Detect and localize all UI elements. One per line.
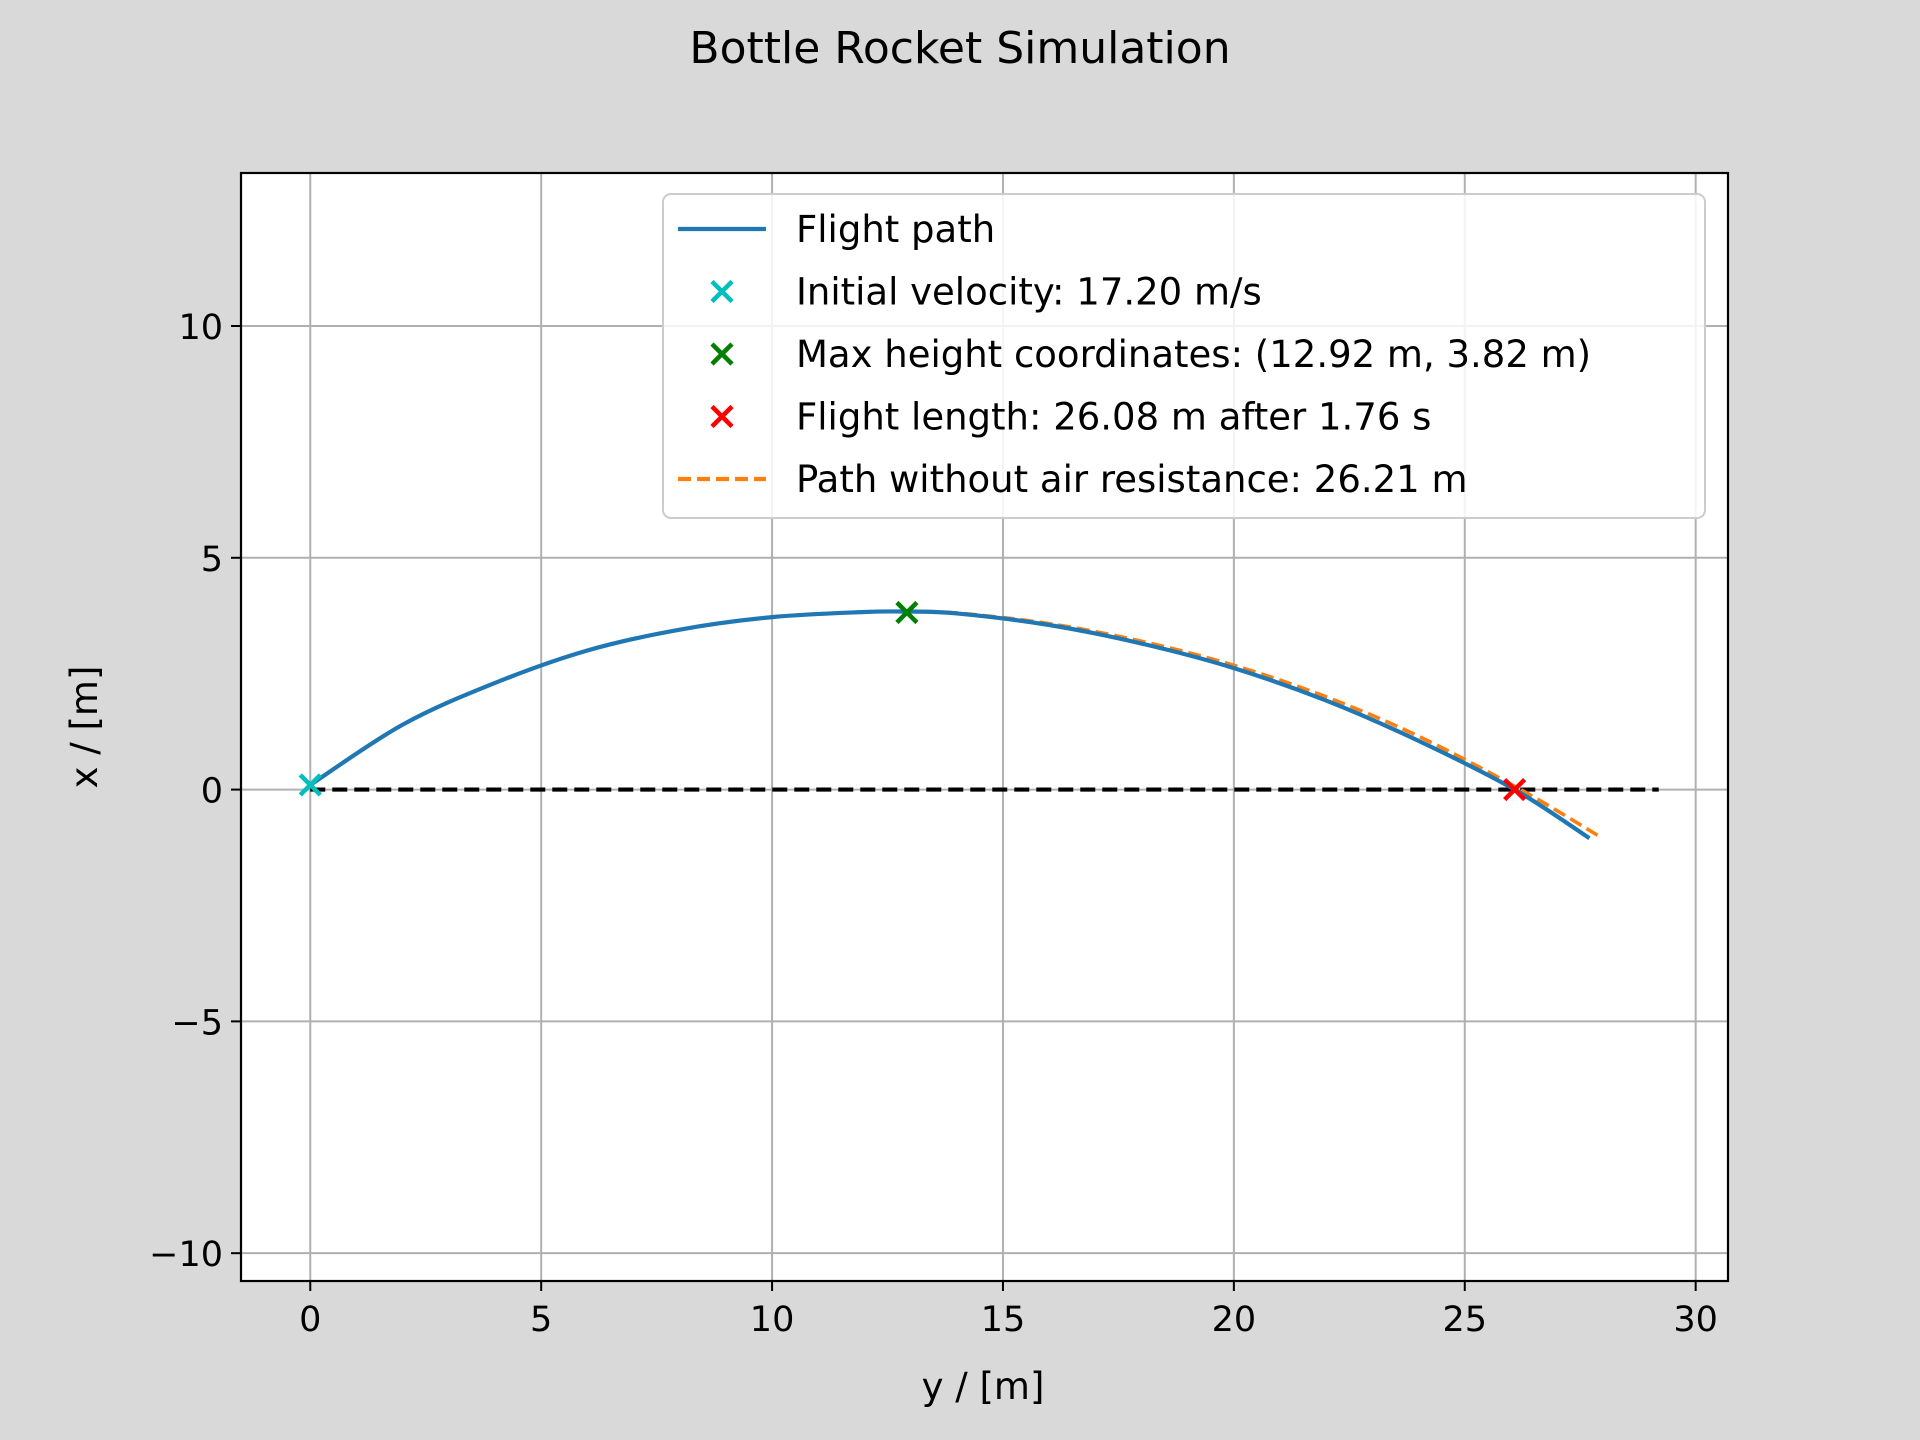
legend-label: Flight path [796,208,995,251]
x-axis-label: y / [m] [922,1365,1045,1408]
x-tick-label: 10 [750,1300,795,1340]
marker-initial-velocity-17-20-m-s [298,773,322,797]
y-axis-label: x / [m] [63,666,106,789]
legend-entry-flight-length-26-08-m-after-1-76-s: Flight length: 26.08 m after 1.76 s [710,396,1431,439]
legend-label: Path without air resistance: 26.21 m [796,458,1468,501]
y-tick-label: 10 [178,308,223,348]
marker-flight-length-26-08-m-after-1-76-s [1503,777,1527,802]
y-tick-label: 0 [201,772,223,812]
series-line-flight-path [309,609,1591,841]
legend-entry-flight-path: Flight path [678,208,995,251]
legend-entry-max-height-coordinates-12-92-m-3-82-m: Max height coordinates: (12.92 m, 3.82 m… [710,333,1591,376]
legend-label: Initial velocity: 17.20 m/s [796,271,1262,314]
series-layer [298,600,1659,841]
x-tick-label: 30 [1673,1300,1718,1340]
legend-entry-path-without-air-resistance-26-21-m: Path without air resistance: 26.21 m [678,458,1468,501]
x-axis: 0 5 10 15 20 25 30 [299,1281,1718,1340]
legend-entry-initial-velocity-17-20-m-s: Initial velocity: 17.20 m/s [710,271,1262,314]
marker-max-height-coordinates-12-92-m-3-82-m [895,600,919,625]
y-tick-label: −10 [149,1235,223,1275]
legend: Flight path Initial velocity: 17.20 m/s Ma… [662,193,1706,519]
x-tick-label: 25 [1442,1300,1487,1340]
legend-label: Flight length: 26.08 m after 1.76 s [796,396,1431,439]
plot-frame [239,171,1730,1283]
legend-marker-sample [710,279,734,304]
x-tick-label: 5 [530,1300,552,1340]
y-axis: −10 −5 0 5 10 [149,308,241,1275]
legend-marker-sample [710,342,734,366]
y-tick-label: −5 [171,1003,223,1043]
x-tick-label: 0 [299,1300,321,1340]
chart-title: Bottle Rocket Simulation [689,23,1230,74]
legend-marker-sample [710,404,734,429]
series-line-path-without-air-resistance-26-21-m [906,609,1600,838]
legend-box [662,193,1706,519]
x-tick-label: 20 [1212,1300,1257,1340]
x-tick-label: 15 [981,1300,1026,1340]
legend-label: Max height coordinates: (12.92 m, 3.82 m… [796,333,1591,376]
y-tick-label: 5 [201,540,223,580]
